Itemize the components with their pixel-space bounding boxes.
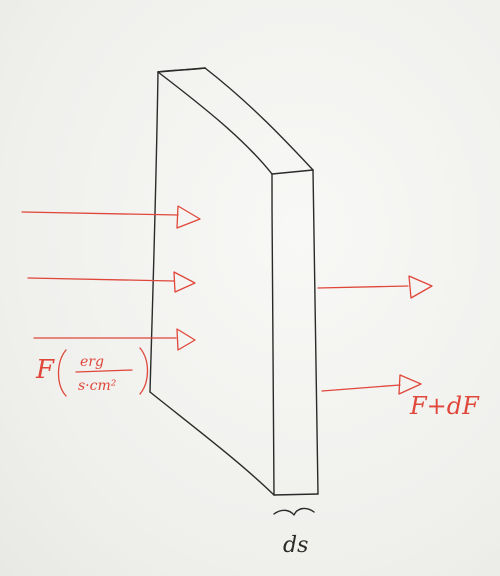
incoming-arrow-1-head: [176, 205, 201, 229]
slab-right-face-back-edge: [312, 169, 319, 495]
unit-denominator: s·cm²: [78, 378, 117, 394]
incoming-arrow-1-shaft: [21, 211, 179, 216]
slab-top-back-edge: [204, 67, 314, 171]
slab-bottom-receding-edge: [149, 391, 275, 496]
unit-right-paren: [139, 347, 149, 395]
unit-left-paren: [57, 349, 67, 397]
outgoing-flux-label: F+dF: [409, 392, 480, 420]
unit-fraction-bar: [75, 369, 133, 373]
incoming-arrow-2-head: [173, 271, 196, 293]
incoming-arrows: [21, 205, 201, 351]
incoming-arrow-2-shaft: [27, 277, 175, 282]
outgoing-arrow-1-shaft: [317, 285, 409, 289]
thickness-brace: [273, 507, 315, 516]
incident-flux-symbol: F: [35, 355, 55, 385]
incident-flux-label: F erg s·cm²: [35, 347, 149, 397]
slab-right-face-near-edge: [271, 173, 275, 496]
slab: [149, 67, 319, 496]
slab-right-face-top: [271, 169, 314, 175]
outgoing-arrow-2-shaft: [321, 384, 401, 392]
outgoing-arrows: [317, 275, 433, 395]
unit-numerator: erg: [80, 354, 104, 370]
outgoing-arrow-1-head: [408, 275, 433, 299]
slab-right-face-bottom: [273, 493, 319, 496]
thickness-label: ds: [283, 533, 308, 558]
incoming-arrow-3-head: [176, 328, 196, 351]
outgoing-arrow-2-head: [398, 374, 422, 395]
slab-front-left-edge: [149, 71, 159, 393]
slab-top-cap: [157, 67, 206, 73]
slab-top-receding-edge: [157, 71, 273, 175]
